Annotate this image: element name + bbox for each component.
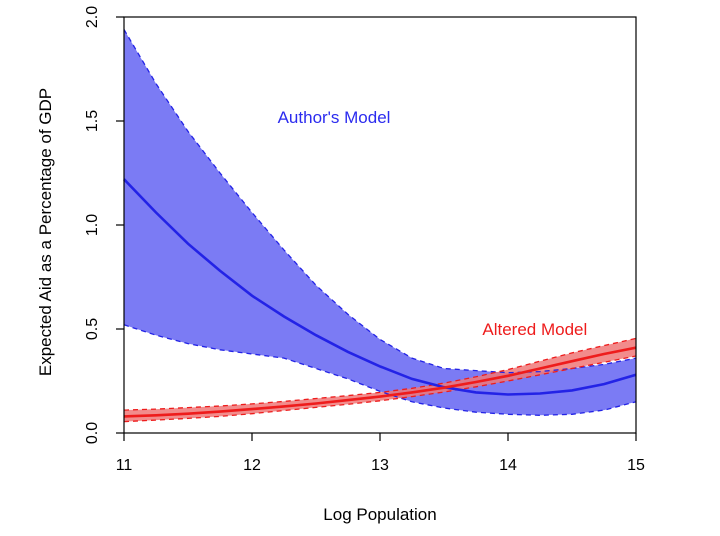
altered-model-line bbox=[123, 346, 637, 418]
y-axis: 0.0 0.5 1.0 1.5 2.0 bbox=[84, 6, 124, 444]
confidence-bands bbox=[124, 29, 636, 422]
annotation-label: Author's Model bbox=[278, 108, 391, 127]
y-tick-label: 2.0 bbox=[84, 6, 101, 28]
author-s-model-upper-bound bbox=[123, 29, 637, 374]
x-tick-label: 13 bbox=[371, 457, 389, 474]
x-axis-title: Log Population bbox=[323, 505, 436, 524]
altered-model-lower-bound bbox=[123, 355, 637, 423]
altered-model-upper-bound bbox=[123, 337, 637, 411]
y-axis-title: Expected Aid as a Percentage of GDP bbox=[36, 88, 55, 376]
x-tick-label: 15 bbox=[627, 457, 645, 474]
y-tick-label: 1.0 bbox=[84, 214, 101, 236]
annotation-label: Altered Model bbox=[482, 320, 587, 339]
x-tick-label: 14 bbox=[499, 457, 517, 474]
author-s-model-line bbox=[123, 178, 637, 396]
x-tick-label: 11 bbox=[116, 457, 133, 474]
x-tick-label: 12 bbox=[243, 457, 261, 474]
confidence-bounds bbox=[123, 29, 637, 423]
y-tick-label: 1.5 bbox=[84, 110, 101, 132]
x-axis: 11 12 13 14 15 bbox=[116, 433, 645, 474]
annotations: Author's Model Altered Model bbox=[278, 108, 588, 339]
y-tick-label: 0.5 bbox=[84, 318, 101, 340]
series-lines bbox=[123, 178, 637, 418]
y-tick-label: 0.0 bbox=[84, 422, 101, 444]
author-s-model-confidence-band bbox=[124, 29, 636, 416]
author-s-model-lower-bound bbox=[123, 324, 637, 416]
